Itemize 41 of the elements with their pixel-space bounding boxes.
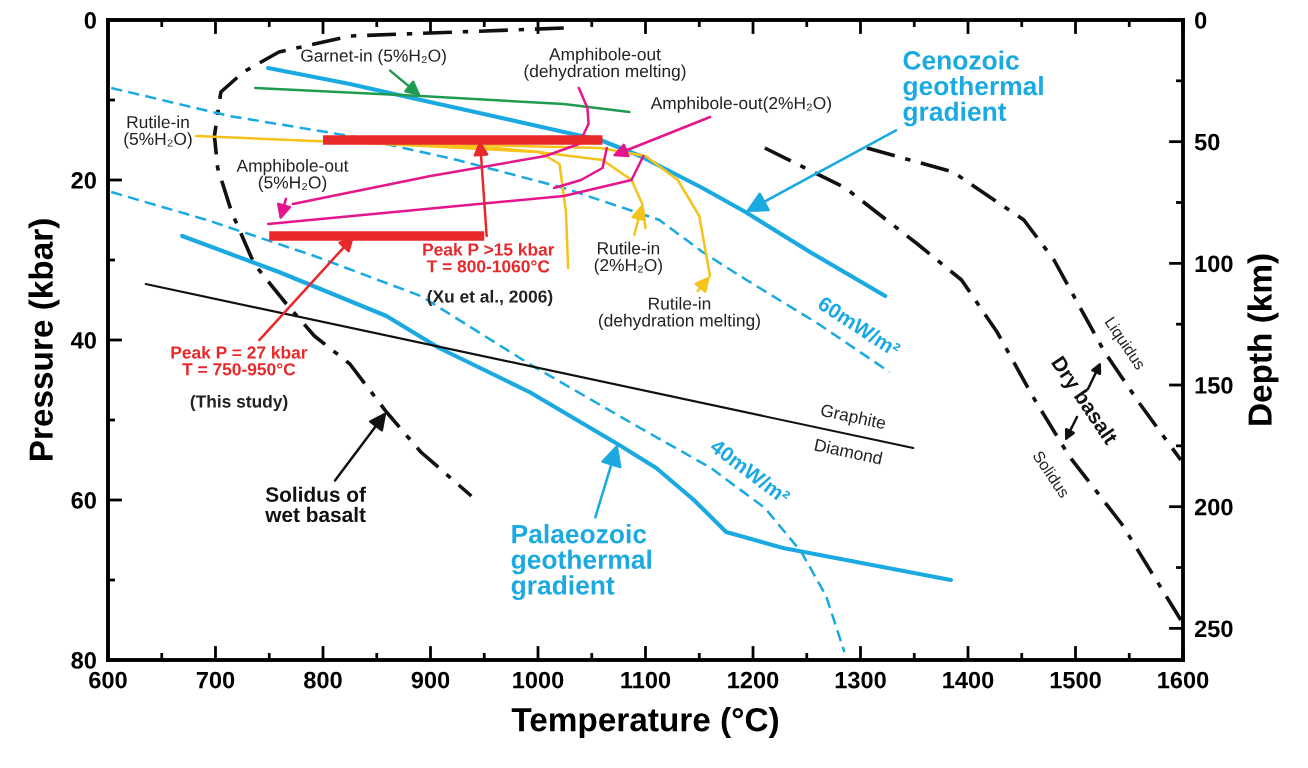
x-tick-label: 1100 <box>621 671 671 689</box>
annotation: (This study) <box>190 394 288 412</box>
x-tick-label: 600 <box>89 671 127 689</box>
y2-tick-label: 50 <box>1194 133 1220 151</box>
x-tick-label: 900 <box>411 671 450 689</box>
x-tick-label: 1500 <box>1050 671 1101 689</box>
annotation: Garnet-in (5%H₂O) <box>301 49 446 66</box>
annotation: Amphibole-out (dehydration melting) <box>524 47 686 81</box>
annotation: Amphibole-out(2%H₂O) <box>650 96 831 113</box>
y-tick-label: 40 <box>70 332 96 349</box>
annotation: Peak P >15 kbar T = 800-1060°C <box>423 242 555 273</box>
y-tick-label: 80 <box>71 652 96 669</box>
annotation: Graphite <box>819 403 887 433</box>
annotation: Rutile-in (dehydration melting) <box>598 297 760 330</box>
annotation: Amphibole-out (5%H₂O) <box>236 159 349 193</box>
annotation: Peak P = 27 kbar T = 750-950°C <box>171 345 308 376</box>
annotation: Rutile-in (2%H₂O) <box>594 241 663 275</box>
x-tick-label: 700 <box>196 671 235 689</box>
annotation: Palaeozoic geothermal gradient <box>511 524 651 601</box>
y2-tick-label: 250 <box>1194 620 1233 638</box>
y2-tick-label: 150 <box>1195 377 1233 394</box>
x-tick-label: 1000 <box>513 671 564 689</box>
y2-tick-label: 100 <box>1195 255 1233 273</box>
y-tick-label: 0 <box>84 12 96 29</box>
y-axis-title: Pressure (kbar) <box>28 219 60 461</box>
y2-tick-label: 200 <box>1194 498 1233 516</box>
y-tick-label: 20 <box>71 172 96 189</box>
y2-tick-label: 0 <box>1195 12 1207 29</box>
x-tick-label: 1600 <box>1158 671 1209 689</box>
annotation: Diamond <box>814 438 883 465</box>
y-tick-label: 60 <box>71 492 96 509</box>
x-tick-label: 1200 <box>728 671 779 689</box>
y2-axis-title: Depth (km) <box>1247 254 1279 425</box>
x-tick-label: 1300 <box>835 671 886 689</box>
annotation: Rutile-in (5%H₂O) <box>124 115 192 149</box>
annotation: Cenozoic geothermal gradient <box>903 50 1043 127</box>
x-tick-label: 1400 <box>943 671 994 689</box>
x-tick-label: 800 <box>304 671 342 689</box>
annotation: Solidus of wet basalt <box>265 486 366 523</box>
annotation: (Xu et al., 2006) <box>427 289 553 307</box>
x-axis-title: Temperature (°C) <box>511 707 779 739</box>
